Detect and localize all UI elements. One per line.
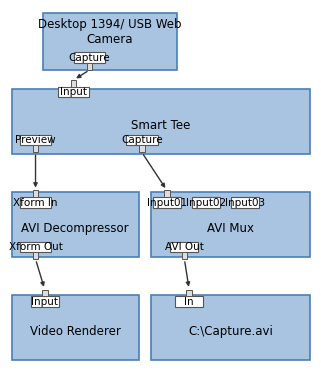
FancyBboxPatch shape xyxy=(58,87,90,98)
Text: Xform In: Xform In xyxy=(13,198,58,208)
Text: In: In xyxy=(184,297,194,307)
Bar xyxy=(164,190,170,197)
FancyBboxPatch shape xyxy=(20,197,51,208)
FancyBboxPatch shape xyxy=(175,296,203,307)
Bar xyxy=(33,190,39,197)
Text: Capture: Capture xyxy=(121,135,163,145)
Text: Input: Input xyxy=(31,297,58,307)
Text: Preview: Preview xyxy=(15,135,56,145)
FancyBboxPatch shape xyxy=(43,13,177,70)
Text: Input: Input xyxy=(60,87,87,97)
Text: Smart Tee: Smart Tee xyxy=(131,119,191,132)
FancyBboxPatch shape xyxy=(231,197,259,208)
FancyBboxPatch shape xyxy=(12,192,139,257)
FancyBboxPatch shape xyxy=(20,242,51,252)
FancyBboxPatch shape xyxy=(152,295,310,360)
Bar xyxy=(42,290,48,296)
FancyBboxPatch shape xyxy=(192,197,220,208)
Text: Input02: Input02 xyxy=(186,198,226,208)
FancyBboxPatch shape xyxy=(170,242,198,252)
Text: AVI Decompressor: AVI Decompressor xyxy=(22,222,129,235)
FancyBboxPatch shape xyxy=(74,53,105,63)
Bar xyxy=(33,252,39,259)
FancyBboxPatch shape xyxy=(152,192,310,257)
Bar xyxy=(139,146,145,152)
Text: AVI Mux: AVI Mux xyxy=(207,222,254,235)
FancyBboxPatch shape xyxy=(12,295,139,360)
FancyBboxPatch shape xyxy=(12,89,310,154)
Bar xyxy=(33,146,39,152)
Text: Desktop 1394/ USB Web
Camera: Desktop 1394/ USB Web Camera xyxy=(39,18,182,46)
Text: Input01: Input01 xyxy=(147,198,187,208)
FancyBboxPatch shape xyxy=(153,197,181,208)
FancyBboxPatch shape xyxy=(126,135,158,146)
Text: Input03: Input03 xyxy=(225,198,265,208)
Bar xyxy=(71,80,76,87)
Bar xyxy=(182,252,187,259)
Text: Video Renderer: Video Renderer xyxy=(30,324,121,338)
FancyBboxPatch shape xyxy=(20,135,51,146)
FancyBboxPatch shape xyxy=(31,296,59,307)
Text: C:\Capture.avi: C:\Capture.avi xyxy=(188,324,273,338)
Text: Capture: Capture xyxy=(69,53,110,63)
Bar xyxy=(87,63,92,70)
Text: AVI Out: AVI Out xyxy=(165,242,204,252)
Text: Xform Out: Xform Out xyxy=(9,242,63,252)
Bar xyxy=(186,290,192,296)
